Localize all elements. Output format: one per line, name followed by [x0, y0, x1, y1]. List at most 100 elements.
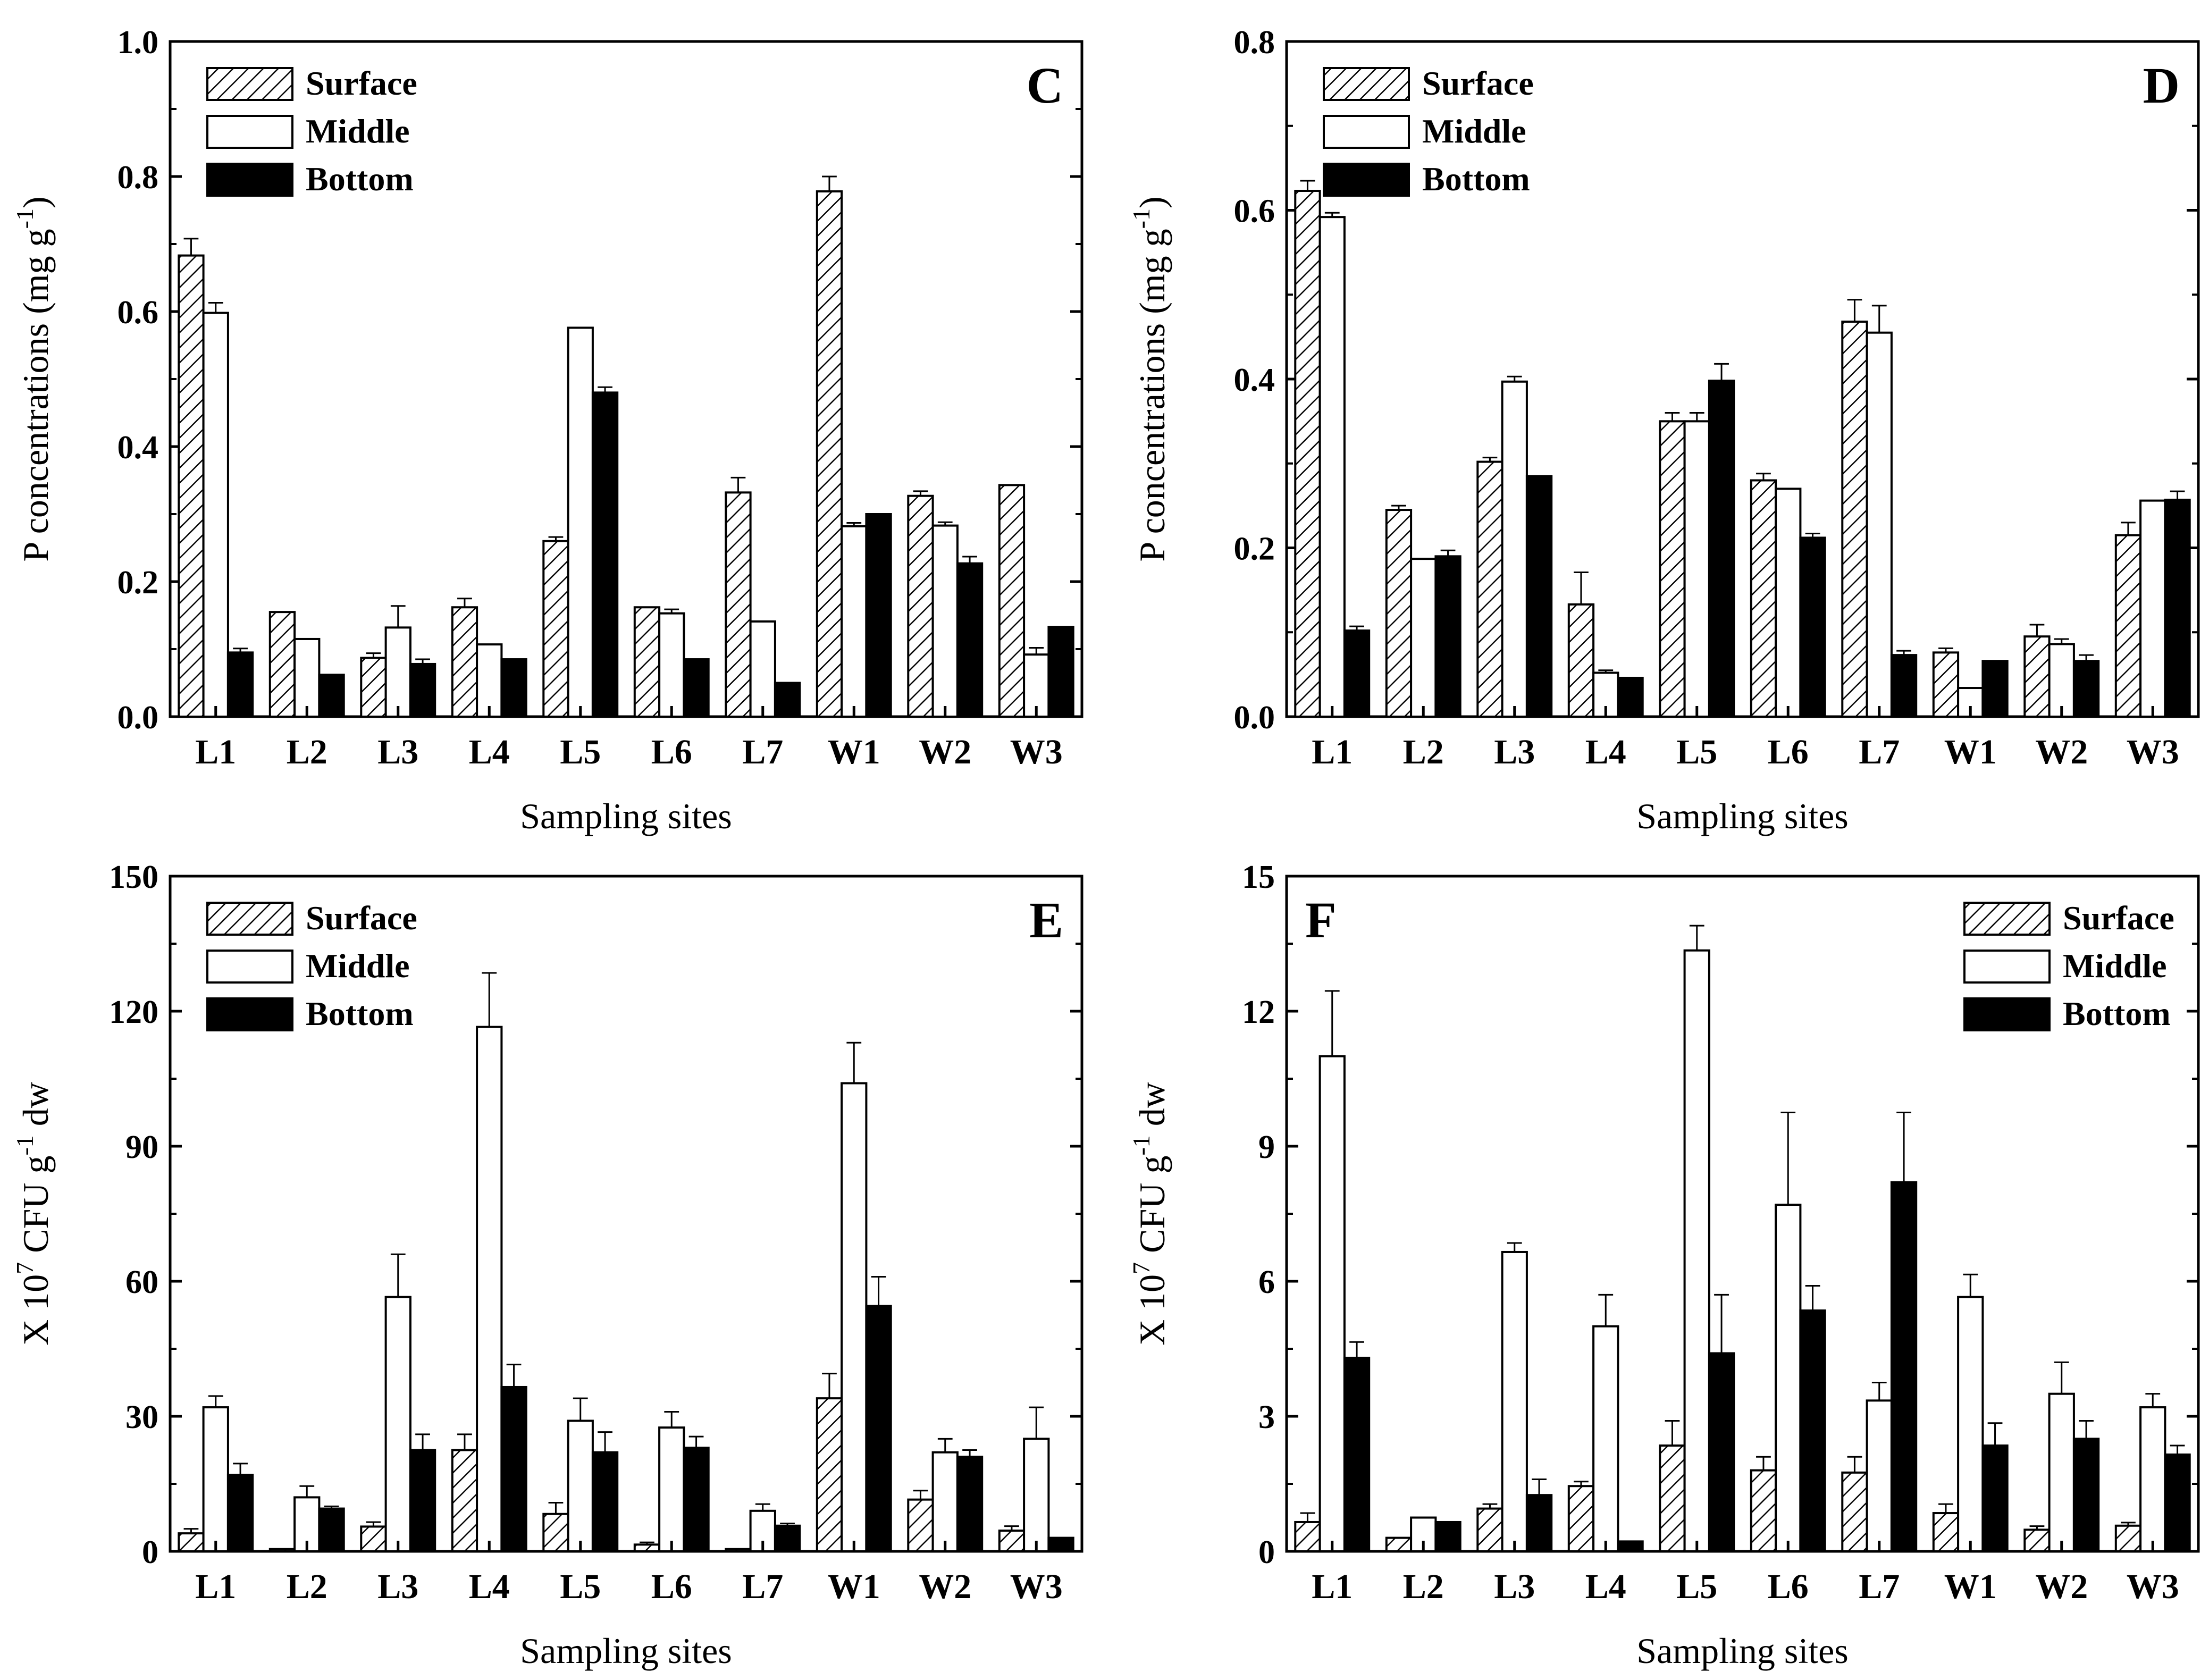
bar-bottom-l7 [1890, 654, 1918, 718]
y-tick-label: 12 [1242, 994, 1275, 1030]
y-axis-title-ylabel: X 10 [15, 1274, 56, 1346]
bar-bottom-l1 [1343, 629, 1371, 718]
x-tick-label-w1: W1 [828, 733, 880, 771]
bar-middle-l3 [1501, 380, 1528, 718]
bar-bottom-l4 [500, 658, 527, 718]
bar-bottom-l5 [1708, 380, 1735, 718]
y-axis-title-ylabel-close: ) [1132, 196, 1172, 208]
bar-middle-l5 [567, 326, 594, 718]
y-axis-title: X 107 CFU g-1 dw [1128, 1082, 1172, 1346]
x-tick-label-l7: L7 [742, 733, 783, 771]
y-tick-label: 150 [109, 859, 158, 895]
legend-label-surface: Surface [2063, 899, 2174, 937]
legend-label-middle: Middle [1422, 112, 1526, 150]
bar-surface-l1 [1294, 1521, 1321, 1552]
bar-middle-l7 [1866, 331, 1893, 718]
y-tick-label: 3 [1258, 1399, 1275, 1435]
y-tick-label: 0.4 [1234, 362, 1275, 398]
x-tick-label-l2: L2 [287, 733, 327, 771]
bar-middle-w2 [2048, 643, 2075, 718]
bar-surface-l7 [725, 491, 752, 718]
bar-surface-w2 [2023, 1528, 2051, 1553]
bar-middle-l7 [1866, 1399, 1893, 1553]
y-axis-title-ylabel-mid: CFU g [1132, 1156, 1172, 1262]
x-tick-label-l6: L6 [651, 1567, 692, 1606]
bar-bottom-w3 [1047, 626, 1074, 718]
y-axis-title: P concentrations (mg g-1) [11, 196, 56, 561]
legend-swatch-bottom [1323, 163, 1410, 197]
bar-middle-l6 [1775, 1204, 1802, 1552]
y-tick-label: 0.6 [117, 295, 159, 331]
legend-swatch-surface [1323, 67, 1410, 101]
x-tick-label-l1: L1 [1312, 733, 1353, 771]
bar-surface-l2 [268, 611, 296, 718]
bar-surface-w3 [2114, 1524, 2142, 1552]
x-tick-label-l1: L1 [1312, 1567, 1353, 1606]
x-tick-label-w2: W2 [2035, 733, 2088, 771]
bar-bottom-w3 [1047, 1536, 1074, 1553]
legend-swatch-surface [206, 902, 293, 936]
x-tick-label-w3: W3 [2127, 1567, 2179, 1606]
bar-surface-l7 [1841, 1471, 1868, 1552]
x-tick-label-l6: L6 [1768, 1567, 1809, 1606]
bar-bottom-l3 [1525, 1494, 1553, 1553]
bar-bottom-l2 [1434, 1521, 1462, 1552]
bar-middle-l3 [384, 626, 411, 718]
y-tick-label: 6 [1258, 1264, 1275, 1300]
x-tick-label-w1: W1 [828, 1567, 880, 1606]
y-tick-label: 15 [1242, 859, 1275, 895]
bar-bottom-w1 [865, 1305, 892, 1552]
chart-panel-f: 0 3 6 9 12 15 L1 L2 L3 L4 L5 L6 L7 W1 W2 W3 Sampling sit… [1128, 859, 2200, 1671]
bar-middle-l7 [749, 620, 776, 718]
bar-surface-l4 [1567, 603, 1595, 718]
bar-bottom-l4 [1617, 1540, 1644, 1552]
bar-surface-w1 [816, 190, 843, 718]
bar-middle-l6 [658, 612, 685, 718]
legend-label-middle: Middle [2063, 947, 2167, 985]
bar-bottom-l1 [226, 1474, 254, 1552]
bar-surface-l7 [1841, 321, 1868, 718]
bar-bottom-l7 [1890, 1181, 1918, 1553]
panel-letter: D [2143, 57, 2180, 114]
bar-surface-l3 [1476, 1507, 1504, 1552]
bar-surface-w2 [2023, 635, 2051, 718]
bar-bottom-l2 [318, 1507, 345, 1552]
x-tick-label-l3: L3 [1494, 733, 1535, 771]
x-tick-label-w2: W2 [919, 1567, 971, 1606]
y-tick-label: 120 [109, 994, 158, 1030]
legend-label-surface: Surface [306, 899, 417, 937]
y-axis-title-ylabel-sup: -1 [11, 208, 38, 229]
bar-bottom-l7 [774, 1524, 801, 1552]
y-tick-label: 0.8 [1234, 24, 1275, 61]
bar-bottom-w2 [2072, 1438, 2100, 1552]
bar-middle-l2 [293, 637, 321, 718]
bar-surface-l4 [451, 606, 478, 718]
x-tick-label-l6: L6 [1768, 733, 1809, 771]
x-tick-label-l6: L6 [651, 733, 692, 771]
y-axis-title-ylabel: P concentrations (mg g [15, 229, 56, 561]
x-tick-label-w2: W2 [919, 733, 971, 771]
chart-panel-d: 0.0 0.2 0.4 0.6 0.8 L1 L2 L3 L4 L5 L6 L7 W1 W2 W3 Sampl… [1128, 24, 2200, 836]
legend-swatch-middle [1963, 950, 2051, 984]
y-axis-title-ylabel-close: dw [1132, 1082, 1172, 1135]
x-tick-label-l3: L3 [377, 733, 418, 771]
bar-middle-w2 [931, 1451, 959, 1553]
legend-label-surface: Surface [306, 64, 417, 102]
bar-middle-l5 [1683, 420, 1710, 718]
bar-bottom-l4 [500, 1385, 527, 1552]
legend-swatch-middle [206, 115, 293, 149]
y-axis-title-ylabel-sup2: -1 [11, 1135, 38, 1155]
bar-middle-w1 [841, 1082, 868, 1552]
bar-bottom-w2 [956, 1456, 984, 1552]
bar-bottom-w2 [2072, 660, 2100, 718]
bar-surface-w1 [1932, 1512, 1960, 1553]
bar-surface-l5 [542, 540, 569, 718]
bar-surface-l1 [178, 1532, 205, 1552]
bar-middle-l2 [1410, 558, 1437, 718]
legend-swatch-middle [1323, 115, 1410, 149]
bar-surface-w3 [998, 484, 1026, 718]
bar-surface-l6 [633, 1543, 661, 1553]
y-axis-title-ylabel-sup: -1 [1128, 208, 1155, 229]
legend-label-surface: Surface [1422, 64, 1534, 102]
bar-bottom-w1 [1981, 1444, 2009, 1553]
